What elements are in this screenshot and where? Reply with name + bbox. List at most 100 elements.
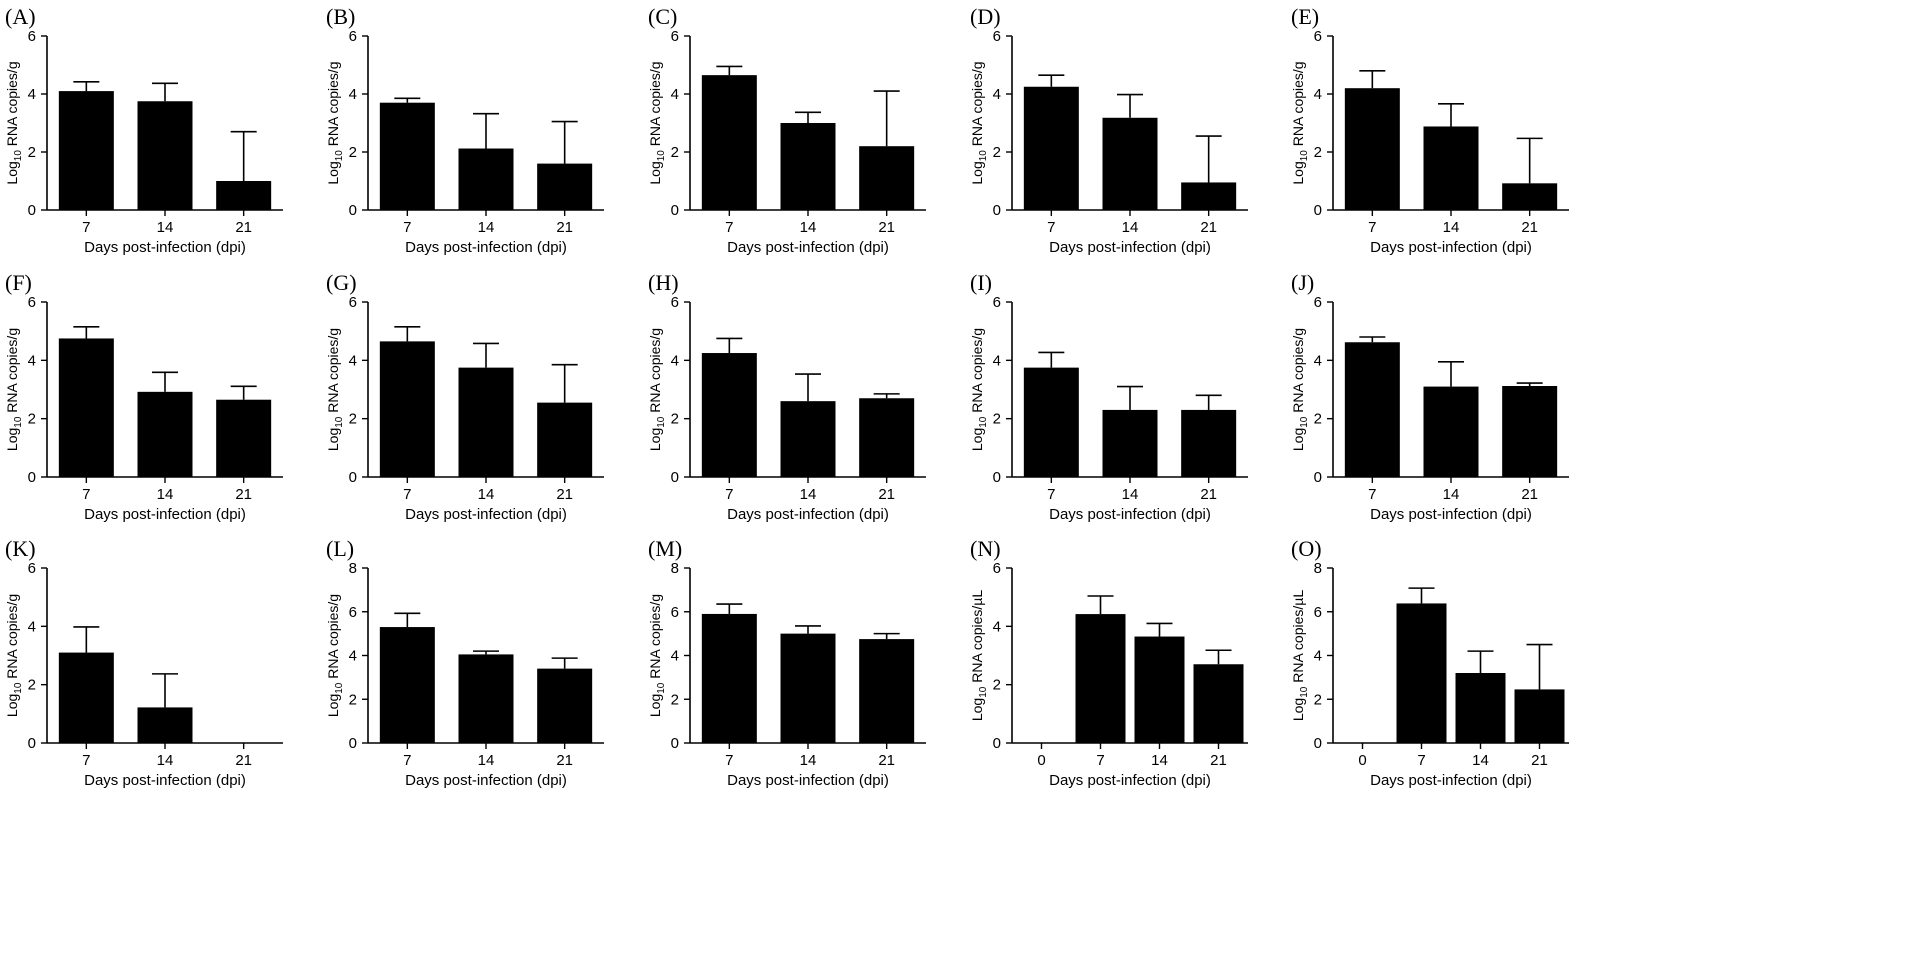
y-tick-label: 0	[349, 202, 357, 219]
y-axis-title-rest: RNA copies/g	[325, 594, 341, 683]
panel-label: (B)	[326, 4, 355, 29]
x-tick-label: 14	[1122, 219, 1139, 236]
y-axis-title-sub: 10	[1299, 686, 1310, 698]
x-axis-title: Days post-infection (dpi)	[727, 772, 889, 789]
y-axis-title-sub: 10	[656, 416, 667, 428]
x-tick-label: 7	[1417, 752, 1425, 769]
y-tick-label: 2	[349, 144, 357, 161]
x-tick-label: 7	[1047, 486, 1055, 503]
y-tick-label: 4	[349, 352, 357, 369]
y-tick-label: 4	[993, 352, 1001, 369]
x-tick-label: 7	[725, 219, 733, 236]
y-axis-title-sub: 10	[656, 682, 667, 694]
y-tick-label: 8	[1314, 560, 1322, 577]
x-axis-title: Days post-infection (dpi)	[405, 239, 567, 256]
y-axis-title: Log10 RNA copies/g	[325, 61, 345, 184]
y-axis-title: Log10 RNA copies/g	[325, 328, 345, 451]
bar	[1344, 88, 1400, 210]
y-tick-label: 4	[1314, 352, 1322, 369]
y-axis-title-main: Log	[969, 161, 985, 184]
y-tick-label: 4	[1314, 648, 1322, 665]
x-tick-label: 7	[1368, 219, 1376, 236]
y-tick-label: 2	[993, 677, 1001, 694]
y-axis-title-main: Log	[4, 161, 20, 184]
y-tick-label: 6	[993, 560, 1001, 577]
y-tick-label: 6	[28, 294, 36, 311]
x-tick-label: 21	[878, 219, 895, 236]
bar	[379, 627, 435, 743]
y-tick-label: 6	[28, 560, 36, 577]
x-axis-title: Days post-infection (dpi)	[405, 506, 567, 523]
x-tick-label: 14	[1122, 486, 1139, 503]
y-tick-label: 0	[993, 735, 1001, 752]
y-axis-title-main: Log	[1290, 161, 1306, 184]
bar	[1502, 183, 1558, 210]
y-axis-title: Log10 RNA copies/g	[647, 594, 667, 717]
y-axis-title-main: Log	[647, 161, 663, 184]
y-tick-label: 4	[993, 86, 1001, 103]
y-tick-label: 0	[993, 202, 1001, 219]
y-axis-title-rest: RNA copies/µL	[1290, 590, 1306, 687]
y-axis-title-main: Log	[325, 694, 341, 717]
x-tick-label: 7	[725, 486, 733, 503]
y-axis-title-rest: RNA copies/g	[1290, 328, 1306, 417]
x-axis-title: Days post-infection (dpi)	[1370, 239, 1532, 256]
y-axis-title-rest: RNA copies/g	[4, 328, 20, 417]
panel-label: (G)	[326, 270, 357, 295]
y-axis-title-rest: RNA copies/g	[4, 594, 20, 683]
y-tick-label: 6	[1314, 604, 1322, 621]
y-tick-label: 2	[28, 411, 36, 428]
y-tick-label: 2	[28, 144, 36, 161]
y-axis-title-main: Log	[647, 428, 663, 451]
y-tick-label: 4	[671, 352, 679, 369]
y-tick-label: 0	[671, 469, 679, 486]
bar	[137, 391, 193, 477]
y-tick-label: 0	[349, 735, 357, 752]
y-tick-label: 8	[671, 560, 679, 577]
x-tick-label: 21	[878, 486, 895, 503]
y-axis-title-main: Log	[969, 428, 985, 451]
x-axis-title: Days post-infection (dpi)	[727, 506, 889, 523]
y-tick-label: 2	[671, 691, 679, 708]
y-axis-title: Log10 RNA copies/g	[4, 61, 24, 184]
y-axis-title: Log10 RNA copies/g	[647, 328, 667, 451]
y-tick-label: 2	[1314, 144, 1322, 161]
bar	[58, 652, 114, 743]
x-tick-label: 7	[1368, 486, 1376, 503]
y-tick-label: 6	[1314, 294, 1322, 311]
panel-label: (M)	[648, 536, 682, 561]
y-tick-label: 4	[28, 352, 36, 369]
x-tick-label: 14	[800, 486, 817, 503]
bar	[1023, 86, 1079, 210]
y-tick-label: 0	[993, 469, 1001, 486]
x-tick-label: 7	[403, 219, 411, 236]
bar	[701, 75, 757, 211]
y-axis-title: Log10 RNA copies/g	[969, 61, 989, 184]
y-tick-label: 0	[28, 469, 36, 486]
y-axis-title-rest: RNA copies/g	[969, 328, 985, 417]
bar	[1514, 689, 1565, 743]
y-axis-title: Log10 RNA copies/µL	[969, 590, 989, 721]
x-tick-label: 14	[1151, 752, 1168, 769]
x-tick-label: 14	[478, 486, 495, 503]
y-tick-label: 4	[671, 648, 679, 665]
bar	[1423, 126, 1479, 210]
x-tick-label: 14	[478, 219, 495, 236]
y-axis-title-sub: 10	[656, 150, 667, 162]
y-axis-title-rest: RNA copies/µL	[969, 590, 985, 687]
x-axis-title: Days post-infection (dpi)	[727, 239, 889, 256]
bar	[379, 341, 435, 477]
x-tick-label: 7	[1047, 219, 1055, 236]
x-tick-label: 14	[157, 752, 174, 769]
bar	[458, 148, 514, 210]
bar	[1134, 636, 1185, 743]
x-axis-title: Days post-infection (dpi)	[84, 239, 246, 256]
